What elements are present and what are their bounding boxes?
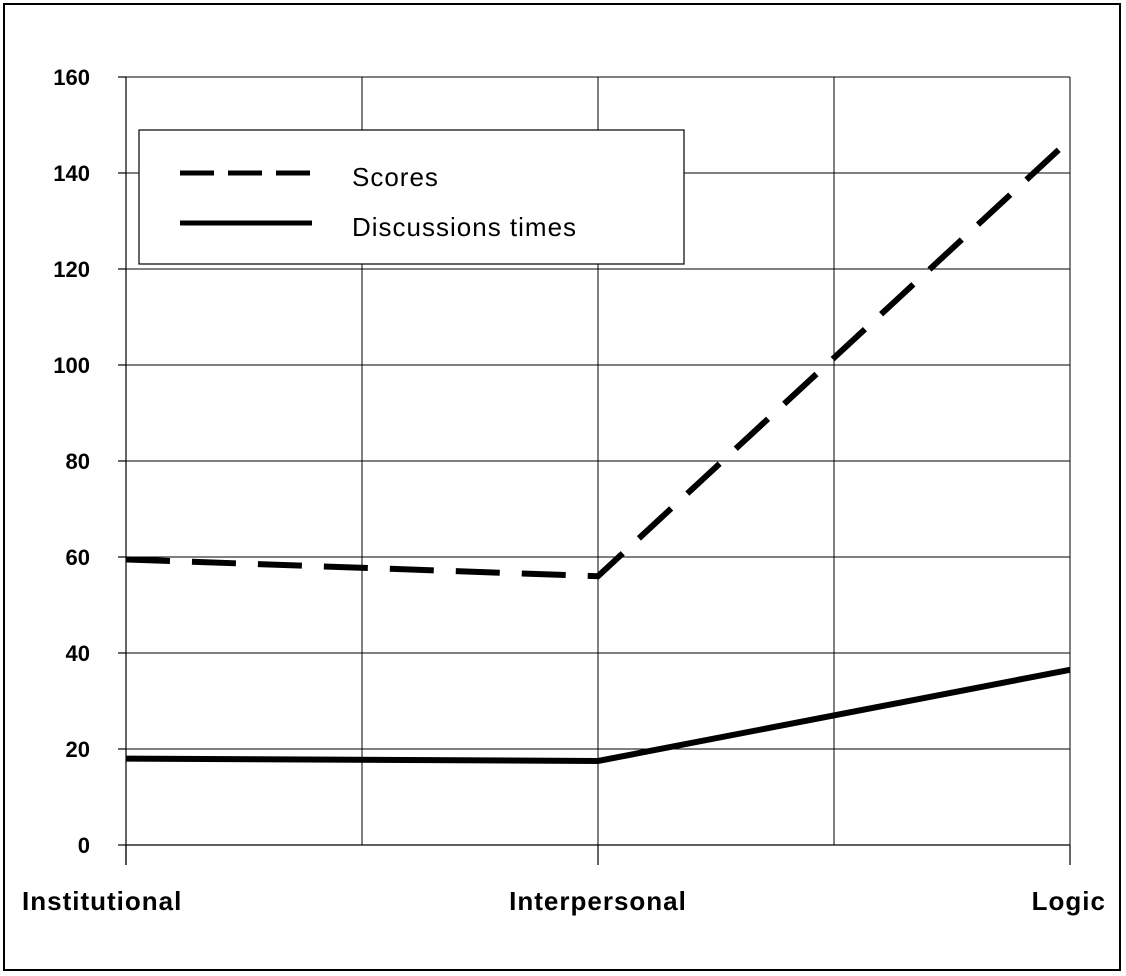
y-tick-label: 60 xyxy=(66,545,90,570)
legend-box xyxy=(138,129,685,265)
y-tick-label: 40 xyxy=(66,641,90,666)
series-lines xyxy=(125,137,1073,765)
y-tick-label: 20 xyxy=(66,737,90,762)
y-tick-label: 80 xyxy=(66,449,90,474)
x-tick-label-institutional: Institutional xyxy=(22,886,182,916)
legend: Scores Discussions times xyxy=(138,129,685,265)
legend-label-scores: Scores xyxy=(352,162,439,192)
x-tick-label-logic: Logic xyxy=(1032,886,1106,916)
y-tick-label: 160 xyxy=(53,65,90,90)
y-tick-label: 120 xyxy=(53,257,90,282)
x-tick-label-interpersonal: Interpersonal xyxy=(509,886,687,916)
y-tick-label: 100 xyxy=(53,353,90,378)
y-tick-label: 0 xyxy=(78,833,90,858)
legend-label-discussions-times: Discussions times xyxy=(352,212,577,242)
y-tick-labels: 0 20 40 60 80 100 120 140 160 xyxy=(53,65,90,858)
y-tick-label: 140 xyxy=(53,161,90,186)
x-tick-labels: Institutional Interpersonal Logic xyxy=(22,886,1106,916)
axes xyxy=(118,76,1071,865)
